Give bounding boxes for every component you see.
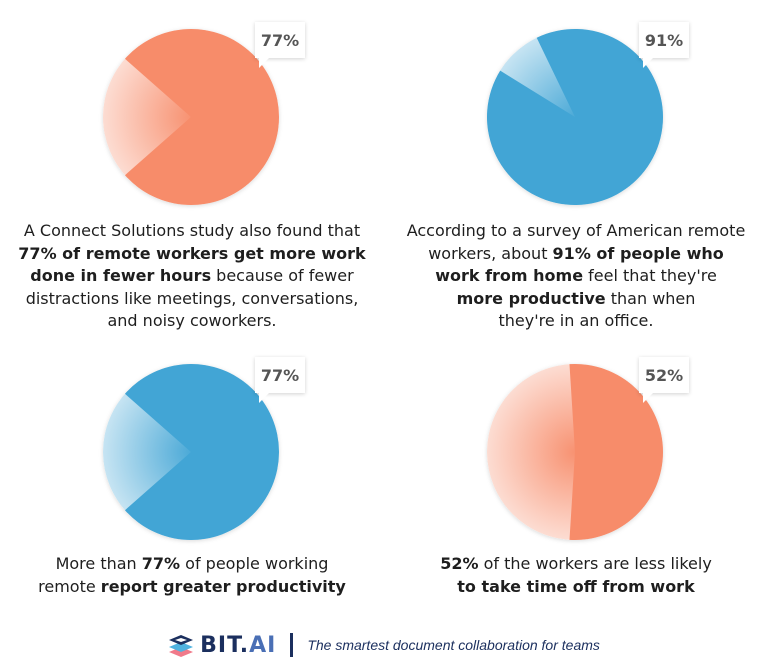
tagline: The smartest document collaboration for … — [307, 637, 600, 653]
pie-chart — [487, 29, 663, 205]
caption-bold-text: 52% — [440, 554, 479, 573]
caption-line: More than 77% of people working — [0, 553, 384, 576]
caption-line: A Connect Solutions study also found tha… — [0, 220, 384, 243]
pie-slice-value — [124, 364, 279, 540]
caption-text: than when — [605, 288, 696, 308]
caption-line: work from home feel that they're — [384, 265, 768, 288]
caption-bold-text: work from home — [435, 266, 584, 285]
value-callout: 77% — [255, 22, 305, 68]
brand-logo-text: BIT.AI — [200, 632, 277, 658]
caption-text: feel that they're — [583, 266, 717, 285]
pie-chart — [103, 28, 279, 205]
caption-line: to take time off from work — [384, 576, 768, 599]
caption-bold-text: 91% of people who — [552, 243, 724, 263]
pie-panel: 77% A Connect Solutions study also found … — [0, 0, 384, 335]
caption-text: According to a survey of American remote — [406, 221, 746, 240]
caption-line: they're in an office. — [384, 310, 768, 333]
caption-line: more productive than when — [384, 288, 768, 311]
caption: More than 77% of people working remote re… — [0, 553, 384, 598]
caption-text: and noisy coworkers. — [107, 311, 277, 330]
value-callout: 91% — [639, 22, 689, 68]
bit-ai-logo-icon — [169, 635, 194, 657]
caption-text: More than — [55, 554, 142, 573]
caption-line: remote report greater productivity — [0, 576, 384, 599]
pie-slice-value — [124, 28, 279, 205]
caption-text: of the workers are less likely — [478, 554, 712, 573]
pie-slice-value — [569, 364, 663, 540]
caption-text: distractions like meetings, conversation… — [25, 288, 359, 308]
caption-line: workers, about 91% of people who — [384, 243, 768, 266]
caption-text: workers, about — [428, 243, 553, 263]
caption: According to a survey of American remote… — [384, 220, 768, 333]
pie-panel: 91% According to a survey of American rem… — [384, 0, 768, 335]
caption-bold-text: more productive — [456, 288, 606, 308]
pie-chart — [487, 364, 663, 540]
pie-chart — [103, 364, 279, 540]
pie-panel: 52% 52% of the workers are less likely to … — [384, 335, 768, 670]
pie-panel: 77% More than 77% of people working remote… — [0, 335, 384, 670]
caption-bold-text: to take time off from work — [457, 576, 695, 596]
caption-line: distractions like meetings, conversation… — [0, 288, 384, 311]
caption: 52% of the workers are less likely to tak… — [384, 553, 768, 598]
caption-bold-text: done in fewer hours — [30, 266, 212, 285]
caption-text: because of fewer — [211, 266, 354, 285]
value-callout: 52% — [639, 357, 689, 403]
divider — [290, 633, 294, 657]
caption-line: done in fewer hours because of fewer — [0, 265, 384, 288]
caption-text: they're in an office. — [498, 311, 654, 330]
caption-text: A Connect Solutions study also found tha… — [23, 221, 361, 240]
caption-bold-text: report greater productivity — [100, 576, 346, 596]
pie-slice-value — [487, 29, 663, 205]
caption-text: of people working — [180, 554, 329, 573]
caption-line: 77% of remote workers get more work — [0, 243, 384, 266]
caption-text: remote — [38, 576, 101, 596]
value-callout: 77% — [255, 357, 305, 403]
caption: A Connect Solutions study also found tha… — [0, 220, 384, 333]
caption-line: 52% of the workers are less likely — [384, 553, 768, 576]
caption-bold-text: 77% of remote workers get more work — [18, 243, 366, 263]
caption-line: and noisy coworkers. — [0, 310, 384, 333]
caption-line: According to a survey of American remote — [384, 220, 768, 243]
caption-bold-text: 77% — [141, 554, 181, 573]
footer: BIT.AI The smartest document collaborati… — [0, 628, 768, 662]
